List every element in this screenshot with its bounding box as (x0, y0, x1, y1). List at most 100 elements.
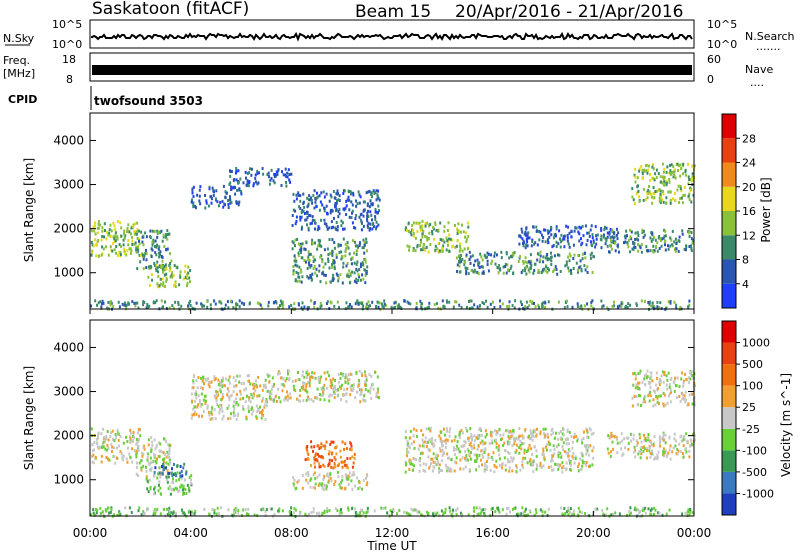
heatmap-cell (142, 512, 145, 516)
heatmap-cell (521, 442, 524, 446)
heatmap-cell (658, 402, 660, 406)
heatmap-cell (658, 306, 660, 309)
heatmap-cell (348, 215, 351, 219)
heatmap-cell (647, 168, 649, 172)
heatmap-cell (506, 429, 509, 433)
colorbar-tick-label: 28 (742, 132, 756, 145)
heatmap-cell (365, 305, 368, 309)
heatmap-cell (681, 393, 684, 397)
heatmap-cell (448, 506, 451, 510)
heatmap-cell (565, 467, 567, 471)
heatmap-cell (211, 417, 214, 421)
heatmap-cell (493, 470, 496, 474)
heatmap-cell (138, 253, 141, 257)
heatmap-cell (625, 229, 628, 233)
heatmap-cell (659, 394, 662, 398)
heatmap-cell (577, 254, 580, 257)
heatmap-cell (529, 253, 532, 257)
heatmap-cell (531, 434, 533, 438)
heatmap-cell (132, 430, 135, 434)
heatmap-cell (362, 511, 365, 515)
heatmap-cell (456, 270, 459, 273)
heatmap-cell (648, 300, 651, 304)
nsky-top-tick: 10^5 (52, 18, 82, 31)
heatmap-cell (364, 383, 366, 387)
heatmap-cell (425, 427, 428, 431)
heatmap-cell (396, 304, 399, 308)
heatmap-cell (213, 190, 215, 194)
heatmap-cell (640, 440, 643, 444)
heatmap-cell (365, 191, 368, 195)
heatmap-cell (370, 191, 373, 195)
heatmap-cell (690, 200, 693, 204)
heatmap-cell (658, 196, 661, 200)
heatmap-cell (109, 300, 112, 304)
heatmap-cell (116, 428, 119, 432)
heatmap-cell (413, 427, 415, 431)
heatmap-cell (515, 470, 518, 474)
heatmap-cell (651, 195, 654, 199)
heatmap-cell (638, 199, 641, 203)
heatmap-cell (169, 460, 172, 464)
heatmap-cell (629, 432, 632, 436)
heatmap-cell (576, 268, 579, 272)
heatmap-cell (589, 228, 592, 232)
heatmap-cell (229, 381, 232, 385)
heatmap-cell (495, 465, 498, 469)
heatmap-cell (166, 507, 168, 511)
heatmap-cell (458, 431, 461, 435)
heatmap-cell (578, 225, 581, 229)
heatmap-cell (428, 438, 431, 442)
heatmap-cell (536, 427, 538, 431)
heatmap-cell (659, 435, 661, 439)
cpid-label: CPID (8, 93, 37, 106)
heatmap-cell (162, 235, 165, 239)
heatmap-cell (526, 513, 529, 517)
heatmap-cell (340, 508, 342, 511)
heatmap-cell (684, 511, 687, 515)
heatmap-cell (672, 446, 675, 450)
heatmap-cell (137, 431, 140, 435)
heatmap-cell (154, 485, 157, 489)
heatmap-cell (337, 215, 340, 219)
heatmap-cell (351, 507, 354, 511)
heatmap-cell (649, 236, 652, 240)
heatmap-cell (668, 394, 670, 398)
heatmap-cell (581, 454, 584, 458)
heatmap-cell (515, 443, 518, 447)
heatmap-cell (513, 251, 516, 255)
heatmap-cell (338, 385, 341, 389)
heatmap-cell (217, 378, 220, 382)
heatmap-cell (124, 301, 127, 305)
heatmap-cell (533, 302, 535, 305)
heatmap-cell (525, 243, 528, 247)
heatmap-cell (626, 305, 629, 309)
heatmap-cell (322, 463, 325, 467)
heatmap-cell (369, 304, 371, 308)
heatmap-cell (346, 241, 349, 244)
heatmap-cell (495, 459, 498, 463)
heatmap-cell (284, 379, 287, 383)
heatmap-cell (508, 304, 511, 308)
heatmap-cell (460, 254, 462, 257)
heatmap-cell (167, 475, 170, 479)
heatmap-cell (352, 193, 355, 197)
heatmap-cell (142, 446, 145, 449)
heatmap-cell (366, 202, 369, 206)
heatmap-cell (222, 205, 225, 209)
heatmap-cell (483, 511, 486, 515)
heatmap-cell (305, 472, 308, 476)
heatmap-cell (146, 487, 149, 491)
heatmap-cell (311, 242, 314, 245)
heatmap-cell (406, 439, 409, 443)
heatmap-cell (486, 251, 489, 255)
heatmap-cell (297, 398, 300, 402)
heatmap-cell (248, 180, 251, 184)
heatmap-cell (550, 259, 553, 263)
heatmap-cell (299, 199, 302, 203)
heatmap-cell (688, 198, 691, 201)
heatmap-cell (133, 301, 136, 305)
heatmap-cell (471, 306, 474, 310)
heatmap-cell (673, 248, 676, 251)
heatmap-cell (567, 513, 570, 517)
